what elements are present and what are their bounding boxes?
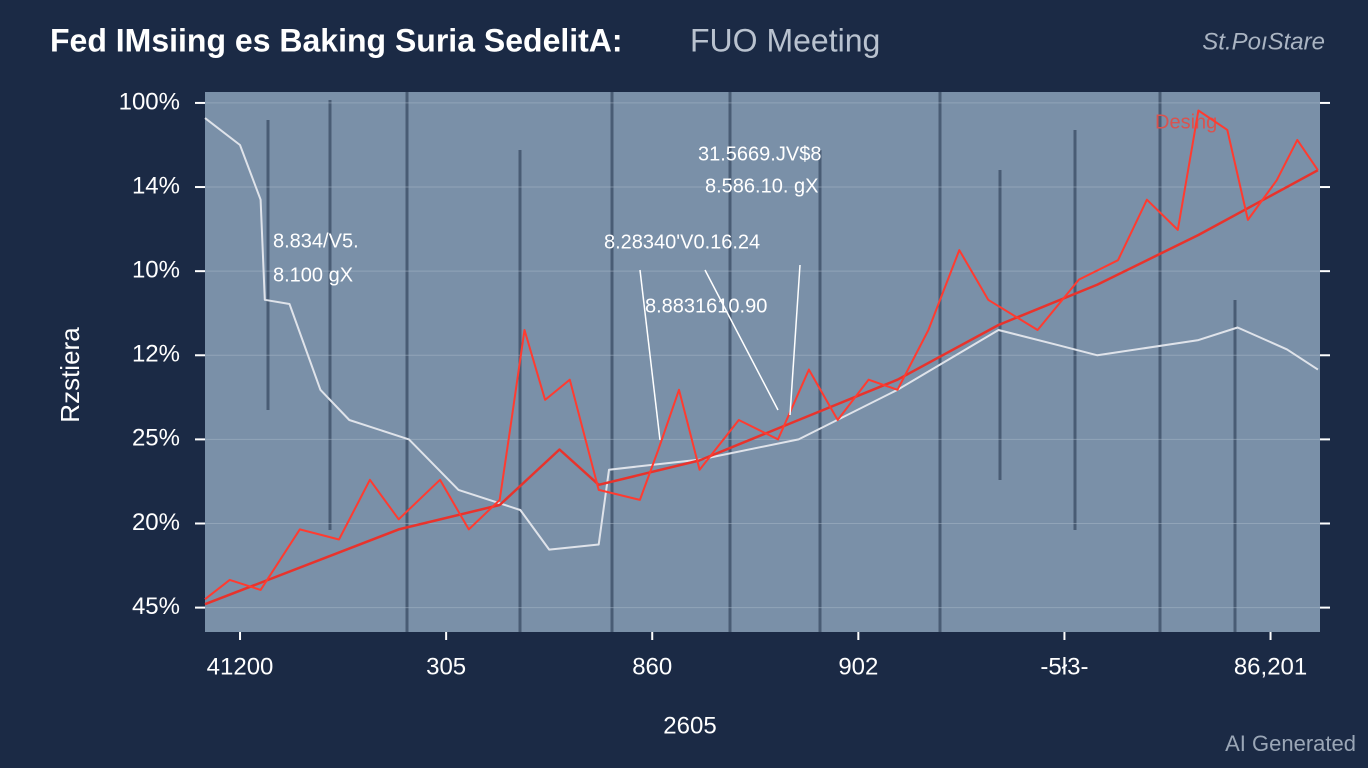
annotation: 8.28340'V0.16.24 bbox=[604, 231, 760, 253]
annotation-arrow bbox=[704, 269, 779, 411]
annotation: 8.100 gX bbox=[273, 264, 353, 286]
watermark: AI Generated bbox=[1225, 731, 1356, 756]
y-tick-label: 12% bbox=[132, 341, 180, 368]
y-tick-label: 100% bbox=[119, 88, 180, 115]
x-tick-label: 902 bbox=[838, 653, 878, 680]
series-line bbox=[204, 169, 1319, 606]
chart-title: Fed IMsiing es Baking Suria SedelitA: bbox=[50, 22, 623, 58]
plot-area bbox=[205, 92, 1320, 632]
x-tick-label: 41200 bbox=[207, 653, 274, 680]
x-tick-label: 860 bbox=[632, 653, 672, 680]
x-tick-label: -5ł3- bbox=[1040, 653, 1088, 680]
annotation: 8.586.10. gX bbox=[705, 175, 818, 197]
source: St.PoıStare bbox=[1202, 28, 1325, 55]
annotation-arrow bbox=[789, 264, 801, 416]
y-tick-label: 10% bbox=[132, 257, 180, 284]
x-axis-label: 2605 bbox=[663, 712, 716, 739]
series-line bbox=[204, 109, 1319, 600]
y-tick-label: 20% bbox=[132, 509, 180, 536]
y-tick-label: 14% bbox=[132, 172, 180, 199]
annotation: 8.8831610.90 bbox=[645, 295, 767, 317]
x-tick-label: 86,201 bbox=[1234, 653, 1307, 680]
series-line bbox=[204, 117, 1319, 551]
chart-subtitle: FUO Meeting bbox=[690, 22, 880, 58]
annotation: 8.834/V5. bbox=[273, 230, 359, 252]
annotation: 31.5669.JV$8 bbox=[698, 143, 821, 165]
decorative-lines bbox=[266, 92, 1237, 632]
y-tick-label: 45% bbox=[132, 593, 180, 620]
y-tick-label: 25% bbox=[132, 425, 180, 452]
legend-label: Desing bbox=[1155, 111, 1217, 133]
x-tick-label: 305 bbox=[426, 653, 466, 680]
annotation-arrow bbox=[639, 269, 661, 441]
y-axis-label: Rzstiera bbox=[55, 327, 85, 423]
